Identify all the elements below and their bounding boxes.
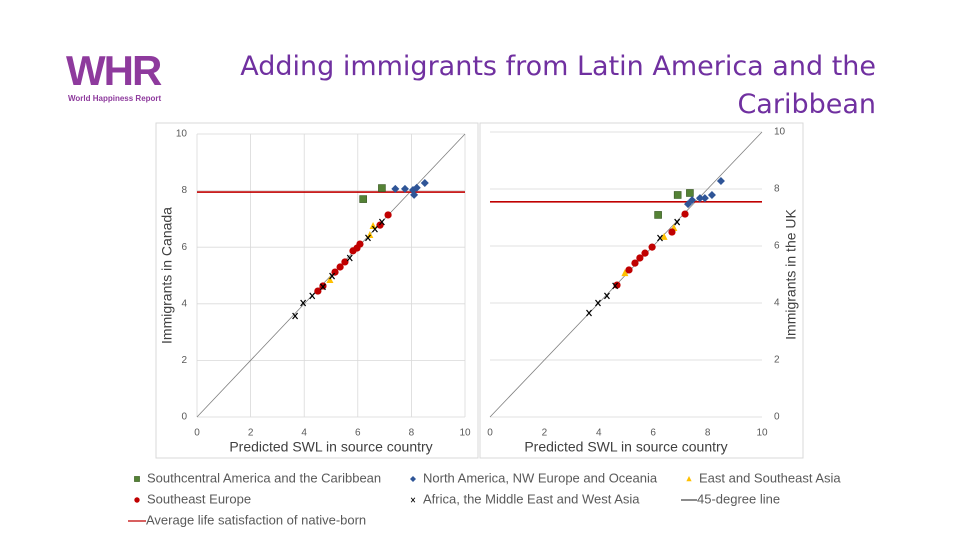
point [400, 184, 409, 193]
point [657, 234, 663, 242]
point [668, 228, 676, 236]
point [341, 258, 349, 266]
y-tick-label: 8 [774, 184, 780, 195]
x-tick-label: 10 [756, 428, 768, 439]
point [674, 218, 681, 226]
point [410, 190, 419, 199]
y-tick-label: 4 [181, 298, 187, 309]
point [319, 283, 326, 291]
y-axis-label: Immigrants in the UK [783, 208, 799, 339]
point [695, 194, 704, 203]
point [349, 247, 357, 255]
point [660, 232, 668, 240]
point [329, 272, 336, 280]
y-tick-label: 2 [774, 355, 780, 366]
legend-label: 45-degree line [697, 491, 780, 506]
point [359, 195, 367, 203]
point [654, 211, 662, 219]
y-axis-label: Immigrants in Canada [159, 207, 175, 344]
point [673, 191, 682, 199]
point [292, 312, 299, 320]
point [586, 309, 592, 317]
point [595, 299, 601, 307]
point [366, 231, 374, 239]
x-tick-label: 10 [459, 428, 471, 439]
legend-marker [686, 476, 692, 482]
x-tick-label: 8 [705, 428, 711, 439]
logo-name: World Happiness Report [68, 94, 162, 103]
legend-label: Southeast Europe [147, 491, 251, 506]
point [684, 200, 693, 209]
point [371, 225, 378, 233]
point [326, 276, 334, 284]
point [314, 287, 322, 295]
legend-label: Southcentral America and the Caribbean [147, 470, 381, 485]
point [686, 189, 694, 197]
x-tick-label: 4 [301, 428, 307, 439]
point [681, 210, 689, 218]
point [378, 218, 385, 226]
point [636, 254, 644, 262]
point [336, 263, 344, 271]
x-tick-label: 2 [542, 428, 548, 439]
point [378, 184, 386, 192]
y-tick-label: 2 [181, 355, 187, 366]
title: Adding immigrants from Latin America and… [240, 48, 876, 124]
y-tick-label: 0 [774, 412, 780, 423]
logo-mark: WHR [66, 47, 162, 94]
point [700, 194, 709, 203]
y-tick-label: 6 [181, 242, 187, 253]
point [365, 234, 371, 242]
point [309, 292, 316, 300]
y-tick-label: 4 [774, 298, 780, 309]
x-tick-label: 4 [596, 428, 602, 439]
x-tick-label: 2 [248, 428, 254, 439]
x-tick-label: 8 [409, 428, 415, 439]
point [603, 292, 610, 300]
legend-label: Africa, the Middle East and West Asia [423, 491, 640, 506]
legend-label: North America, NW Europe and Oceania [423, 470, 658, 485]
point [688, 196, 697, 205]
point [648, 243, 656, 251]
x-axis-label: Predicted SWL in source country [524, 439, 727, 455]
legend-marker [134, 497, 140, 503]
x-tick-label: 6 [650, 428, 656, 439]
point [356, 240, 364, 248]
x-axis-label: Predicted SWL in source country [229, 439, 432, 455]
point [420, 178, 429, 187]
y-tick-label: 0 [181, 412, 187, 423]
title-line: Adding immigrants from Latin America and… [240, 51, 876, 82]
point [625, 266, 633, 274]
title-line: Caribbean [737, 89, 876, 120]
point [621, 269, 629, 277]
y-tick-label: 8 [181, 185, 187, 196]
y-tick-label: 10 [176, 129, 188, 140]
point [412, 183, 421, 192]
x-tick-label: 6 [355, 428, 361, 439]
y-tick-label: 10 [774, 127, 786, 138]
panel [479, 122, 804, 459]
point [346, 254, 353, 262]
point [369, 221, 377, 229]
legend-marker [410, 476, 416, 482]
x-tick-label: 0 [194, 428, 200, 439]
point [391, 184, 400, 193]
point [612, 282, 619, 290]
point [641, 249, 649, 257]
legend-marker [410, 497, 416, 503]
y-tick-label: 6 [774, 241, 780, 252]
legend-label: Average life satisfaction of native-born [146, 512, 366, 527]
point [631, 259, 639, 267]
panel [155, 122, 479, 459]
point [707, 190, 716, 199]
point [300, 299, 307, 307]
x-tick-label: 0 [487, 428, 493, 439]
legend-label: East and Southeast Asia [699, 470, 841, 485]
legend-marker [134, 476, 140, 482]
point [716, 177, 725, 186]
point [384, 211, 392, 219]
